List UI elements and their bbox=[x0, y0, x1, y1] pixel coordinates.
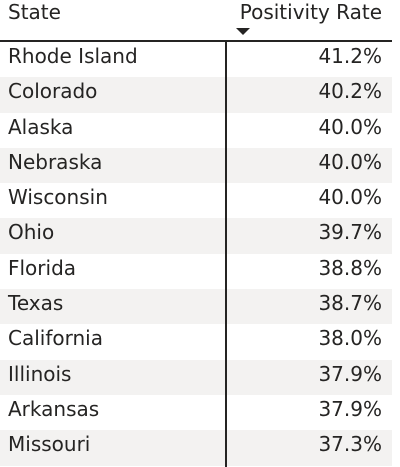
state-cell: Missouri bbox=[8, 432, 91, 457]
rate-cell: 38.7% bbox=[318, 291, 382, 316]
state-cell: Alaska bbox=[8, 114, 74, 139]
rate-cell: 37.9% bbox=[318, 361, 382, 386]
state-cell: Ohio bbox=[8, 220, 55, 245]
table-row[interactable]: Arkansas 37.9% bbox=[0, 395, 392, 430]
column-header-positivity-rate[interactable]: Positivity Rate bbox=[239, 0, 382, 24]
rate-cell: 37.9% bbox=[318, 396, 382, 421]
sort-descending-icon[interactable] bbox=[236, 28, 250, 35]
state-cell: Texas bbox=[8, 291, 64, 316]
rate-cell: 38.8% bbox=[318, 255, 382, 280]
table-row[interactable]: Nebraska 40.0% bbox=[0, 147, 392, 184]
table-row[interactable]: Colorado 40.2% bbox=[0, 77, 392, 113]
table-row[interactable]: Ohio 39.7% bbox=[0, 218, 392, 254]
rate-cell: 40.0% bbox=[318, 114, 382, 139]
rate-cell: 37.3% bbox=[318, 432, 382, 457]
rate-cell: 40.2% bbox=[318, 79, 382, 104]
rate-cell: 41.2% bbox=[318, 44, 382, 68]
state-cell: Illinois bbox=[8, 361, 72, 386]
rate-cell: 40.0% bbox=[318, 185, 382, 210]
table-row[interactable]: Wisconsin 40.0% bbox=[0, 183, 392, 218]
column-header-state[interactable]: State bbox=[8, 0, 61, 24]
state-cell: Colorado bbox=[8, 79, 98, 104]
state-cell: Wisconsin bbox=[8, 185, 108, 210]
state-cell: Florida bbox=[8, 255, 77, 280]
rate-cell: 39.7% bbox=[318, 220, 382, 245]
state-cell: Arkansas bbox=[8, 396, 100, 421]
table-row[interactable]: Florida 38.8% bbox=[0, 254, 392, 289]
table-row[interactable]: Illinois 37.9% bbox=[0, 359, 392, 395]
table-row[interactable]: Alaska 40.0% bbox=[0, 113, 392, 148]
rate-cell: 40.0% bbox=[318, 149, 382, 174]
column-divider[interactable] bbox=[225, 40, 227, 467]
table-row[interactable]: California 38.0% bbox=[0, 324, 392, 359]
table-row[interactable]: Texas 38.7% bbox=[0, 289, 392, 325]
table-header: State Positivity Rate bbox=[0, 0, 392, 42]
table-row[interactable]: Rhode Island 41.2% bbox=[0, 42, 392, 77]
state-cell: Rhode Island bbox=[8, 44, 138, 68]
rate-cell: 38.0% bbox=[318, 326, 382, 351]
table-body: Rhode Island 41.2% Colorado 40.2% Alaska… bbox=[0, 42, 392, 466]
state-cell: California bbox=[8, 326, 103, 351]
state-cell: Nebraska bbox=[8, 149, 103, 174]
table-row[interactable]: Missouri 37.3% bbox=[0, 430, 392, 466]
